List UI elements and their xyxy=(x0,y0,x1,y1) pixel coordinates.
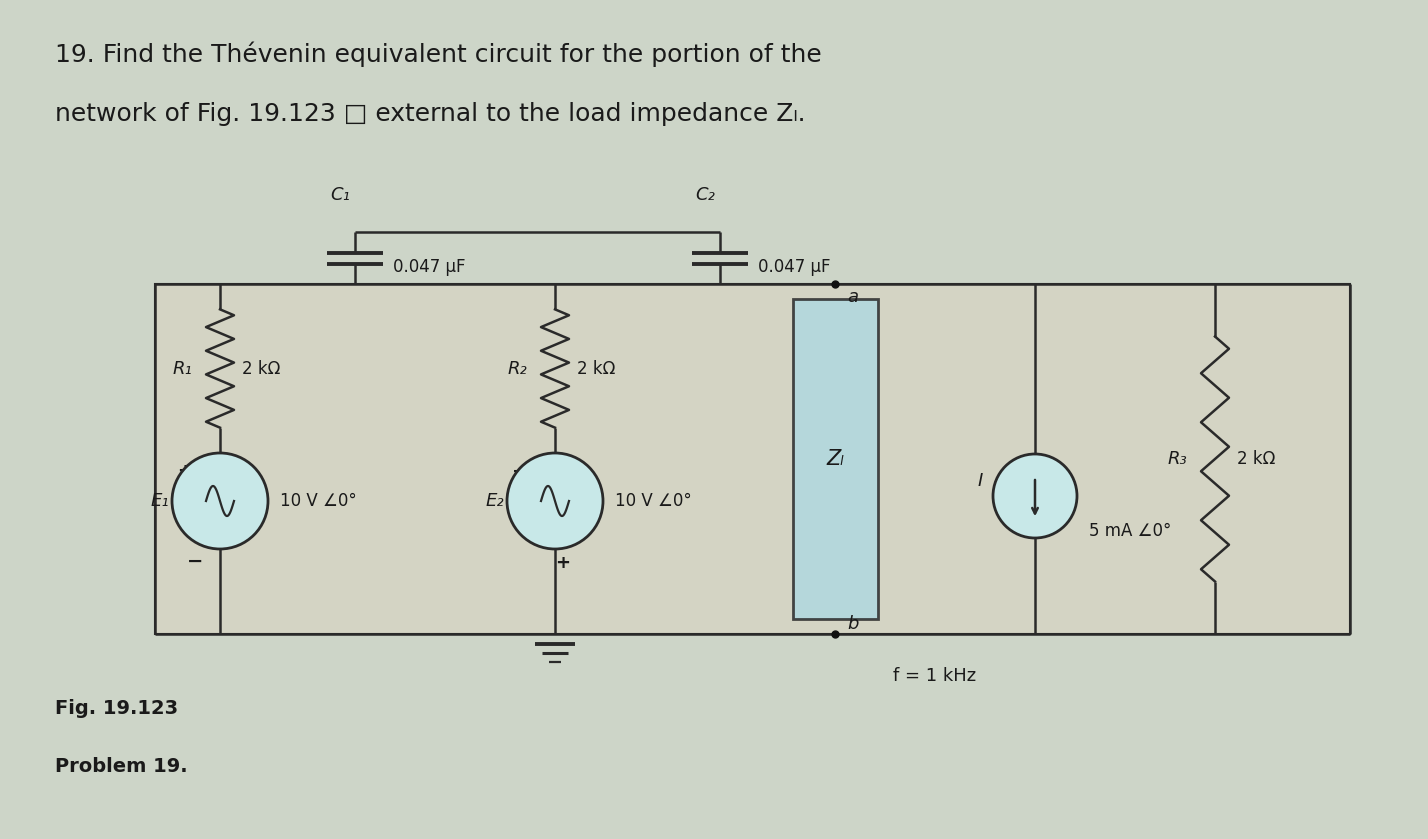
Text: R₃: R₃ xyxy=(1167,450,1187,468)
Text: 2 kΩ: 2 kΩ xyxy=(241,359,280,378)
Text: −: − xyxy=(187,551,203,571)
Text: R₂: R₂ xyxy=(507,359,527,378)
Text: f = 1 kHz: f = 1 kHz xyxy=(894,667,977,685)
Text: Zₗ: Zₗ xyxy=(827,449,844,469)
Text: R₁: R₁ xyxy=(173,359,191,378)
Text: a: a xyxy=(847,288,858,306)
Text: +: + xyxy=(177,462,193,480)
Text: 0.047 μF: 0.047 μF xyxy=(393,258,466,276)
Circle shape xyxy=(507,453,603,549)
Text: 0.047 μF: 0.047 μF xyxy=(758,258,831,276)
Text: 10 V ∠0°: 10 V ∠0° xyxy=(615,492,691,510)
Text: C₁: C₁ xyxy=(330,186,350,204)
Text: 2 kΩ: 2 kΩ xyxy=(1237,450,1275,468)
Bar xyxy=(156,284,1349,634)
Text: b: b xyxy=(847,615,858,633)
Circle shape xyxy=(171,453,268,549)
Text: E₂: E₂ xyxy=(486,492,504,510)
Circle shape xyxy=(992,454,1077,538)
Text: 2 kΩ: 2 kΩ xyxy=(577,359,615,378)
Text: C₂: C₂ xyxy=(695,186,715,204)
Text: 19. Find the Thévenin equivalent circuit for the portion of the: 19. Find the Thévenin equivalent circuit… xyxy=(56,41,821,67)
Text: 5 mA ∠0°: 5 mA ∠0° xyxy=(1090,522,1171,540)
Text: −: − xyxy=(511,461,528,481)
Text: network of Fig. 19.123 □ external to the load impedance Zₗ.: network of Fig. 19.123 □ external to the… xyxy=(56,102,805,126)
Text: E₁: E₁ xyxy=(151,492,170,510)
Text: Problem 19.: Problem 19. xyxy=(56,758,187,777)
Text: I: I xyxy=(977,472,982,490)
Bar xyxy=(793,299,877,619)
Text: 10 V ∠0°: 10 V ∠0° xyxy=(280,492,357,510)
Text: +: + xyxy=(555,554,571,572)
Text: Fig. 19.123: Fig. 19.123 xyxy=(56,700,178,718)
